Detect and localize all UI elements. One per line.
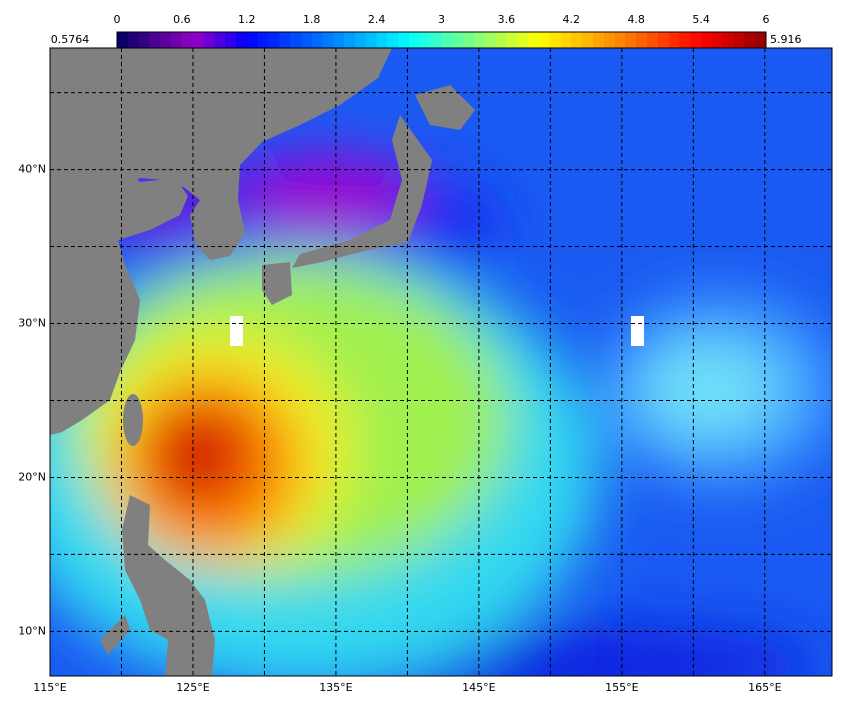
colorbar-swatch [311, 32, 324, 48]
colorbar-tick-label: 1.2 [238, 13, 256, 26]
lat-label: 40°N [18, 163, 46, 176]
colorbar-swatch [365, 32, 378, 48]
lon-label: 155°E [605, 681, 638, 694]
colorbar-swatch [647, 32, 659, 48]
colorbar-swatch [268, 32, 280, 48]
lon-label: 165°E [748, 681, 781, 694]
lat-label: 20°N [18, 470, 46, 483]
colorbar-swatch [160, 32, 172, 48]
colorbar-swatch [322, 32, 334, 48]
colorbar-tick-label: 1.8 [303, 13, 321, 26]
colorbar-swatch [344, 32, 356, 48]
colorbar-swatch [711, 32, 724, 48]
colorbar-swatch [495, 32, 507, 48]
colorbar-swatch [214, 32, 226, 48]
colorbar-swatch [279, 32, 291, 48]
colorbar-swatch [636, 32, 648, 48]
colorbar-swatch [755, 32, 767, 48]
colorbar-swatch [657, 32, 670, 48]
colorbar-swatch [463, 32, 475, 48]
colorbar-tick-label: 0.6 [173, 13, 191, 26]
land [50, 48, 475, 676]
colorbar-swatch [300, 32, 313, 48]
colorbar-swatch [181, 32, 194, 48]
colorbar-swatch [473, 32, 486, 48]
lon-label: 135°E [319, 681, 352, 694]
colorbar-swatch [235, 32, 248, 48]
colorbar-swatch [571, 32, 583, 48]
colorbar-swatch [582, 32, 594, 48]
colorbar-swatch [517, 32, 529, 48]
colorbar-swatch [149, 32, 161, 48]
colorbar-swatch [333, 32, 345, 48]
lat-label: 10°N [18, 624, 46, 637]
colorbar-swatch [398, 32, 410, 48]
colorbar-swatch [560, 32, 572, 48]
colorbar-swatch [376, 32, 388, 48]
colorbar-swatch [722, 32, 735, 48]
colorbar-swatch [192, 32, 205, 48]
lat-label: 30°N [18, 317, 46, 330]
colorbar-swatch [138, 32, 150, 48]
colorbar-tick-label: 6 [763, 13, 770, 26]
colorbar-swatch [538, 32, 551, 48]
colorbar-swatch [506, 32, 518, 48]
colorbar-swatch [625, 32, 637, 48]
colorbar-tick-label: 4.8 [627, 13, 645, 26]
colorbar-swatch [257, 32, 269, 48]
colorbar-tick-label: 0 [114, 13, 121, 26]
colorbar-swatch [387, 32, 399, 48]
colorbar-swatch [614, 32, 626, 48]
colorbar-tick-label: 4.2 [563, 13, 581, 26]
colorbar-swatch [452, 32, 464, 48]
colorbar-swatch [430, 32, 442, 48]
colorbar-swatch [603, 32, 616, 48]
colorbar-swatch [744, 32, 756, 48]
colorbar-tick-label: 3 [438, 13, 445, 26]
colorbar-max: 5.916 [770, 33, 802, 46]
colorbar-swatch [592, 32, 605, 48]
colorbar-swatch [668, 32, 680, 48]
lon-label: 125°E [176, 681, 209, 694]
lon-label: 115°E [33, 681, 66, 694]
colorbar-swatch [679, 32, 691, 48]
colorbar-tick-label: 5.4 [692, 13, 710, 26]
colorbar-swatch [419, 32, 432, 48]
colorbar-swatch [171, 32, 183, 48]
colorbar-swatch [528, 32, 540, 48]
wave-field [50, 48, 832, 676]
colorbar-swatch [225, 32, 237, 48]
colorbar-swatch [549, 32, 561, 48]
colorbar-swatch [441, 32, 453, 48]
colorbar-swatch [733, 32, 745, 48]
colorbar-swatch [409, 32, 421, 48]
colorbar-min: 0.5764 [51, 33, 90, 46]
colorbar-swatch [484, 32, 497, 48]
colorbar-frame [116, 31, 767, 49]
lon-label: 145°E [462, 681, 495, 694]
colorbar-swatch [690, 32, 702, 48]
colorbar-tick-label: 2.4 [368, 13, 386, 26]
colorbar-swatch [127, 32, 140, 48]
colorbar-swatch [354, 32, 367, 48]
colorbar-swatch [246, 32, 259, 48]
colorbar-tick-label: 3.6 [498, 13, 516, 26]
colorbar-swatch [290, 32, 302, 48]
colorbar-swatch [117, 32, 129, 48]
colorbar-swatch [701, 32, 713, 48]
colorbar-swatch [203, 32, 215, 48]
